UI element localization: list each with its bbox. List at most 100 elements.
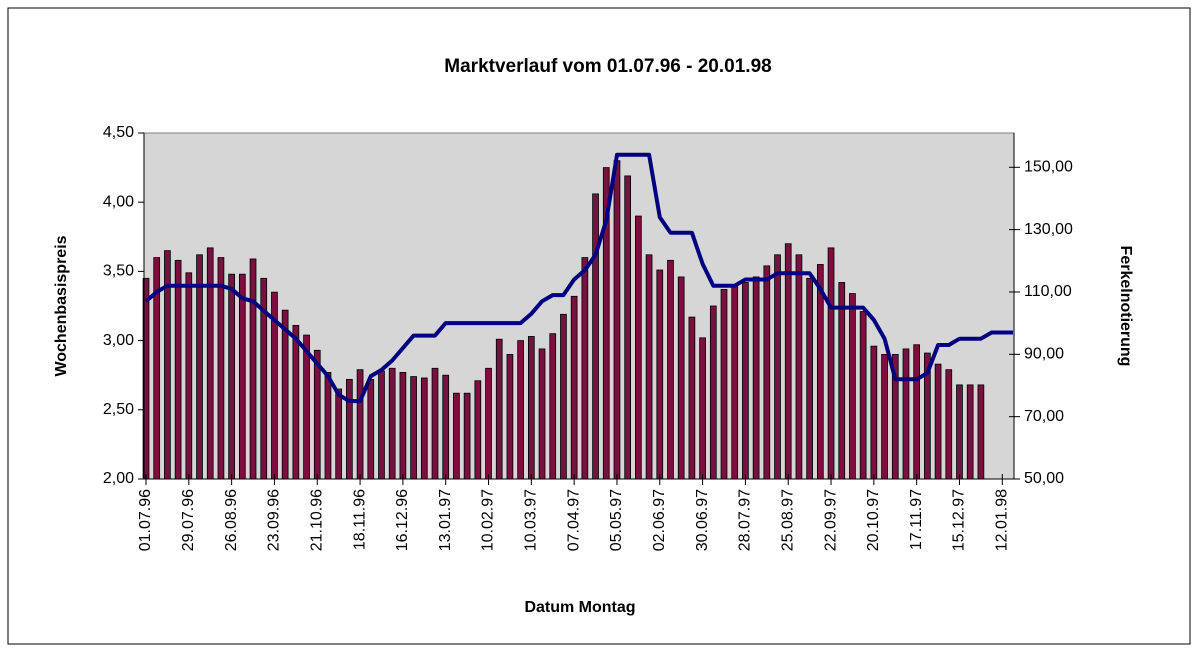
x-tick-label: 25.08.97: [779, 489, 796, 551]
bar: [217, 257, 225, 480]
bar: [763, 265, 771, 480]
bar: [324, 372, 332, 480]
x-tick-label: 01.07.96: [137, 489, 154, 551]
y-tick-label: 2,50: [103, 401, 134, 418]
bar: [292, 324, 300, 480]
x-tick-label: 10.02.97: [480, 489, 497, 551]
bar: [335, 388, 343, 480]
bar: [742, 282, 749, 480]
bar: [913, 344, 921, 480]
y-tick-label: 3,00: [103, 332, 134, 349]
x-tick-label: 05.05.97: [608, 489, 625, 551]
bar: [934, 363, 942, 480]
x-tick-label: 20.10.97: [865, 489, 882, 551]
bar: [196, 254, 203, 480]
bar: [774, 254, 781, 480]
bar: [560, 313, 567, 480]
bar: [238, 273, 246, 480]
bar: [442, 374, 450, 480]
y2-tick-label: 150,00: [1024, 159, 1073, 176]
bar: [206, 247, 214, 480]
bar: [816, 264, 824, 480]
bar: [902, 348, 910, 480]
bar: [570, 295, 578, 480]
bar: [174, 259, 182, 480]
bar: [581, 257, 589, 480]
x-tick-label: 13.01.97: [437, 489, 454, 551]
bar: [346, 378, 353, 480]
bar: [517, 340, 524, 480]
x-axis-title: Datum Montag: [524, 599, 635, 616]
bar: [228, 273, 235, 480]
x-tick-label: 28.07.97: [737, 489, 754, 551]
bar: [645, 254, 653, 480]
x-tick-label: 22.09.97: [822, 489, 839, 551]
x-tick-label: 10.03.97: [523, 489, 540, 551]
bar: [592, 193, 599, 480]
bar: [463, 392, 471, 480]
x-tick-label: 18.11.96: [351, 489, 368, 550]
bar: [420, 377, 428, 480]
bar: [485, 367, 492, 480]
bar: [474, 380, 482, 480]
bar: [688, 316, 696, 480]
bar: [249, 258, 257, 480]
bar: [806, 277, 813, 480]
bar: [281, 309, 289, 480]
bar: [945, 369, 953, 480]
bar: [410, 376, 417, 480]
x-tick-label: 30.06.97: [694, 489, 711, 551]
bar: [356, 369, 364, 480]
y2-tick-label: 110,00: [1024, 283, 1072, 300]
bar: [453, 392, 460, 480]
bar: [838, 282, 846, 480]
y-tick-label: 4,50: [103, 124, 134, 141]
bar: [827, 247, 835, 480]
bar: [881, 354, 888, 480]
bar: [378, 370, 385, 480]
x-tick-label: 15.12.97: [951, 489, 968, 551]
bar: [956, 384, 963, 480]
bar: [549, 333, 557, 480]
bar: [709, 305, 717, 480]
x-tick-label: 21.10.96: [308, 489, 325, 551]
x-tick-label: 29.07.96: [180, 489, 197, 551]
y2-tick-label: 50,00: [1024, 470, 1064, 487]
bar: [367, 378, 375, 480]
bar: [849, 293, 856, 480]
bar: [538, 348, 546, 480]
x-tick-label: 07.04.97: [565, 489, 582, 551]
bar: [656, 269, 664, 480]
y2-tick-label: 70,00: [1024, 408, 1064, 425]
x-tick-label: 17.11.97: [908, 489, 925, 550]
bar: [977, 384, 985, 480]
x-tick-label: 16.12.96: [394, 489, 411, 551]
y-tick-label: 4,00: [103, 193, 134, 210]
bar: [795, 254, 803, 480]
bar: [431, 367, 439, 480]
y2-tick-label: 90,00: [1024, 346, 1064, 363]
bar: [635, 215, 642, 480]
bar: [303, 334, 310, 480]
chart-title: Marktverlauf vom 01.07.96 - 20.01.98: [444, 56, 771, 77]
bar: [870, 345, 878, 480]
bar: [613, 160, 621, 480]
y-tick-label: 3,50: [103, 263, 134, 280]
bar: [731, 284, 739, 480]
x-tick-label: 26.08.96: [223, 489, 240, 551]
x-tick-label: 23.09.96: [266, 489, 283, 551]
bar: [752, 276, 760, 480]
bar: [506, 354, 514, 480]
y-tick-label: 2,00: [103, 470, 134, 487]
bar: [495, 338, 503, 480]
line: [144, 152, 1013, 404]
bar: [527, 336, 535, 480]
bar: [966, 384, 974, 480]
x-tick-label: 12.01.98: [994, 489, 1011, 551]
bar: [784, 243, 792, 480]
bar: [667, 259, 674, 480]
bar: [699, 337, 706, 480]
bar: [720, 288, 728, 480]
bar: [677, 276, 685, 480]
